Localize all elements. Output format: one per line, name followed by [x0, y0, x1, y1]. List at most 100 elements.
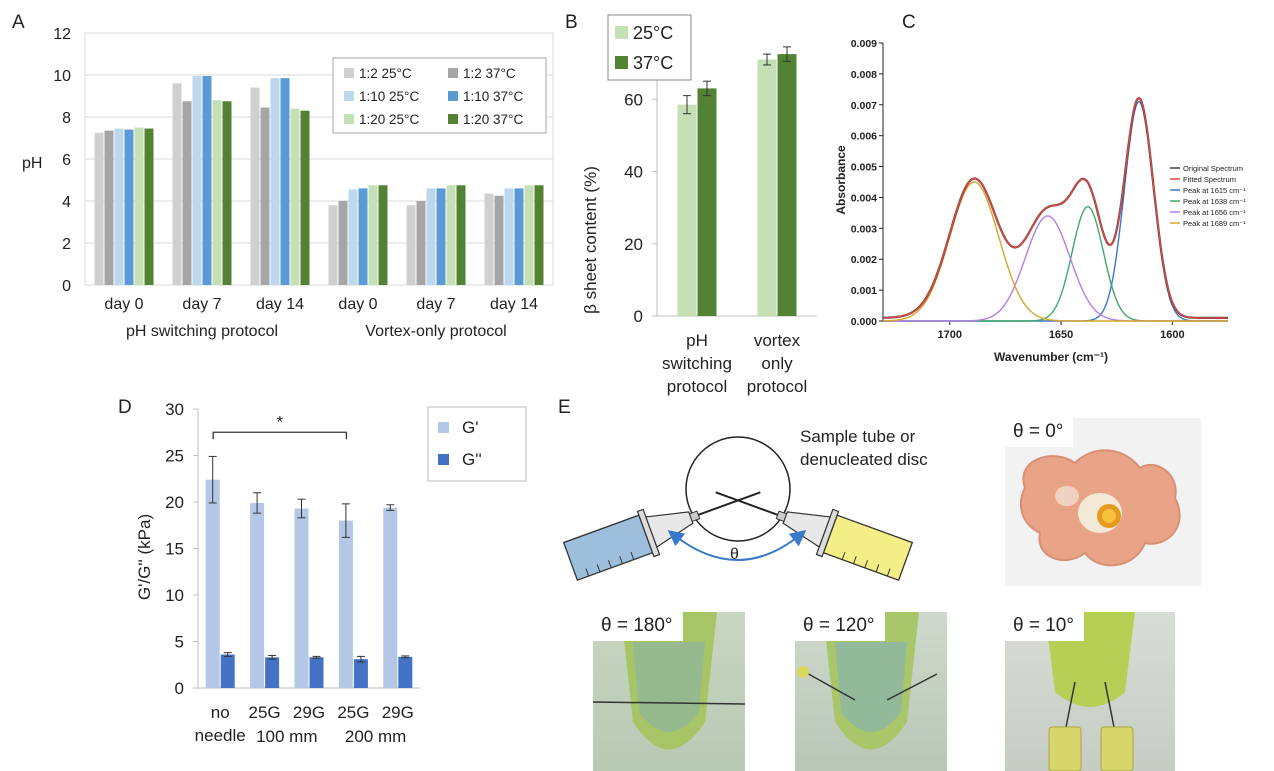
chart-a-bar	[456, 185, 466, 285]
chart-d-bar	[250, 502, 265, 688]
chart-c-ytick: 0.001	[851, 285, 877, 297]
chart-a-bar	[368, 185, 378, 285]
photo-theta-10-label: θ = 10°	[1005, 612, 1084, 641]
chart-a-bar	[182, 101, 192, 285]
chart-a-ytick: 10	[53, 68, 71, 85]
disc-photo-icon	[1019, 449, 1181, 567]
chart-a-group-label: pH switching protocol	[126, 323, 278, 340]
chart-c-xtick: 1700	[938, 329, 962, 341]
chart-c-legend-label: Fitted Spectrum	[1183, 175, 1236, 184]
chart-b-bar	[777, 54, 797, 316]
chart-a-bar	[426, 188, 436, 285]
chart-a-bar	[212, 100, 222, 285]
chart-a-legend-swatch	[448, 91, 458, 101]
chart-b-xtick: only	[761, 354, 793, 373]
chart-b-bar	[697, 88, 717, 316]
chart-d-legend-label: G''	[462, 450, 482, 469]
chart-c-peak-line	[882, 181, 1228, 322]
chart-a-bar	[524, 185, 534, 285]
chart-c-ytick: 0.004	[851, 192, 877, 204]
chart-a-bar	[250, 87, 260, 285]
chart-a-legend-swatch	[344, 68, 354, 78]
chart-d-ytick: 5	[175, 633, 184, 652]
chart-d-bar	[205, 479, 220, 688]
photo-theta-180-label: θ = 180°	[593, 612, 683, 641]
chart-a-group-label: Vortex-only protocol	[365, 323, 506, 340]
chart-c-xlabel: Wavenumber (cm⁻¹)	[994, 350, 1108, 364]
chart-c-legend-label: Peak at 1656 cm⁻¹	[1183, 208, 1246, 217]
chart-c-legend-label: Original Spectrum	[1183, 164, 1243, 173]
chart-d-legend-swatch	[438, 422, 449, 433]
chart-c-ytick: 0.003	[851, 223, 877, 235]
chart-c-xtick: 1600	[1160, 329, 1184, 341]
chart-a-xtick: day 0	[338, 296, 377, 313]
chart-a-bar	[144, 128, 154, 285]
chart-a-xtick: day 7	[416, 296, 455, 313]
chart-a-bar	[114, 128, 124, 285]
right-syringe-icon	[715, 491, 914, 581]
chart-d-group-label: 100 mm	[256, 727, 317, 746]
tube-120-photo-icon	[797, 612, 938, 750]
chart-b-bar	[757, 59, 777, 316]
chart-d-xtick: 25G	[337, 703, 369, 722]
chart-a-bar	[192, 76, 202, 285]
photo-theta-10: θ = 10°	[1005, 612, 1175, 771]
sample-tube-circle	[685, 436, 791, 542]
chart-a-bar	[172, 83, 182, 286]
chart-a-ylabel: pH	[22, 155, 42, 172]
photo-theta-0-label: θ = 0°	[1005, 418, 1074, 447]
panel-label-e: E	[558, 397, 571, 418]
tube-180-photo-icon	[593, 612, 745, 750]
chart-a-bar	[222, 101, 232, 285]
chart-b-legend-label: 25°C	[633, 23, 673, 43]
chart-d-bar	[338, 520, 353, 688]
chart-d-xtick: 29G	[293, 703, 325, 722]
chart-d-xtick: 25G	[249, 703, 281, 722]
schematic-e: E Sample tube or denucleated disc θ	[558, 397, 928, 581]
chart-a-ytick: 0	[62, 278, 71, 295]
chart-c-ytick: 0.000	[851, 316, 877, 328]
chart-b-legend-swatch	[615, 56, 628, 69]
chart-d-significance-bracket	[212, 431, 348, 440]
chart-a-xtick: day 14	[490, 296, 538, 313]
chart-a-ytick: 6	[62, 152, 71, 169]
panel-label-c: C	[902, 12, 916, 33]
chart-a-bar	[416, 201, 426, 285]
chart-a-bar	[202, 76, 212, 285]
chart-d-ytick: 20	[165, 493, 184, 512]
photo-theta-0: θ = 0°	[1005, 418, 1201, 586]
chart-a-bar	[494, 195, 504, 285]
chart-b-ytick: 20	[624, 235, 643, 254]
chart-b-bar	[677, 104, 697, 316]
sample-tube-label-line1: Sample tube or	[800, 427, 916, 446]
chart-b-xtick: pH	[686, 331, 708, 350]
chart-a-bar	[378, 185, 388, 285]
panel-label-a: A	[12, 12, 25, 33]
chart-c-ytick: 0.006	[851, 131, 877, 143]
left-syringe-icon	[562, 491, 761, 581]
sample-tube-label-line2: denucleated disc	[800, 450, 928, 469]
chart-b-legend-swatch	[615, 26, 628, 39]
chart-a-bar	[270, 78, 280, 286]
chart-c-ytick: 0.002	[851, 254, 877, 266]
chart-c-legend-label: Peak at 1615 cm⁻¹	[1183, 186, 1246, 195]
chart-a-legend-label: 1:20 37°C	[463, 112, 523, 127]
chart-b-xtick: switching	[662, 354, 732, 373]
chart-a-bar	[134, 127, 144, 285]
chart-d-xtick: no	[211, 703, 230, 722]
chart-c-peak-line	[883, 205, 1228, 322]
chart-a-bar	[514, 188, 524, 285]
chart-a-xtick: day 0	[104, 296, 143, 313]
photo-theta-120-label: θ = 120°	[795, 612, 885, 641]
chart-d-bar	[398, 656, 413, 688]
chart-d-ylabel: G'/G'' (kPa)	[135, 514, 154, 600]
chart-d-ytick: 10	[165, 586, 184, 605]
chart-a-bar	[338, 201, 348, 285]
panel-label-b: B	[565, 12, 578, 33]
chart-a-legend-label: 1:2 37°C	[463, 66, 516, 81]
chart-a-xtick: day 14	[256, 296, 304, 313]
chart-c-ytick: 0.007	[851, 100, 877, 112]
chart-d-xtick: needle	[195, 726, 246, 745]
chart-a-bar	[94, 132, 104, 285]
